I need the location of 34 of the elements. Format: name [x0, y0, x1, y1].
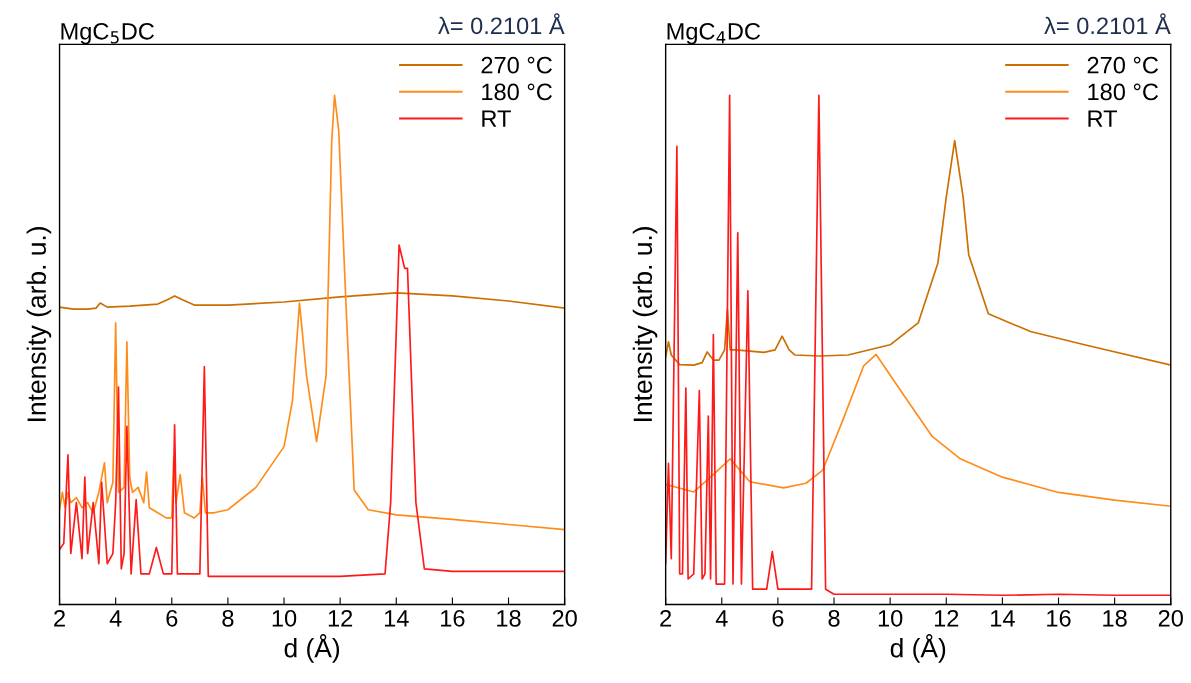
x-axis-title: d (Å)	[890, 634, 946, 663]
x-tick-label: 16	[441, 609, 465, 627]
chart-title: MgC$_{5}$DC	[61, 22, 154, 45]
x-tick-label: 8	[222, 609, 234, 627]
legend-label: RT	[1088, 110, 1118, 127]
text: λ= 0.2101 Å	[1044, 13, 1171, 35]
x-tick-label: 4	[109, 610, 122, 627]
x-tick-label: 14	[384, 610, 409, 627]
x-tick-label: 18	[1103, 609, 1127, 627]
legend-label: 270 °C	[481, 56, 552, 74]
text: λ= 0.2101 Å	[438, 13, 565, 35]
x-tick-label: 6	[166, 609, 178, 627]
x-tick-label: 18	[497, 609, 521, 627]
x-tick-label: 10	[878, 609, 903, 627]
x-tick-label: 16	[1047, 609, 1071, 627]
x-tick-label: 6	[772, 609, 784, 627]
x-axis-title: d (Å)	[284, 634, 340, 663]
chart-title: MgC$_{4}$DC	[667, 22, 761, 45]
x-tick-label: 14	[991, 610, 1015, 627]
legend-label: RT	[482, 110, 511, 127]
x-tick-label: 20	[1158, 609, 1183, 627]
x-tick-label: 12	[934, 609, 959, 627]
x-tick-label: 12	[328, 609, 353, 627]
x-tick-label: 20	[552, 609, 577, 627]
y-axis-title: Intensity (arb. u.)	[632, 227, 658, 421]
x-tick-label: 10	[272, 609, 297, 627]
legend-label: 270 °C	[1087, 56, 1159, 74]
x-tick-label: 2	[660, 609, 672, 627]
legend-label: 180 °C	[482, 83, 552, 101]
x-tick-label: 2	[54, 609, 65, 627]
legend-label: 180 °C	[1088, 83, 1159, 101]
x-tick-label: 4	[715, 610, 728, 627]
x-tick-label: 8	[828, 609, 840, 627]
y-axis-title: Intensity (arb. u.)	[26, 227, 52, 421]
